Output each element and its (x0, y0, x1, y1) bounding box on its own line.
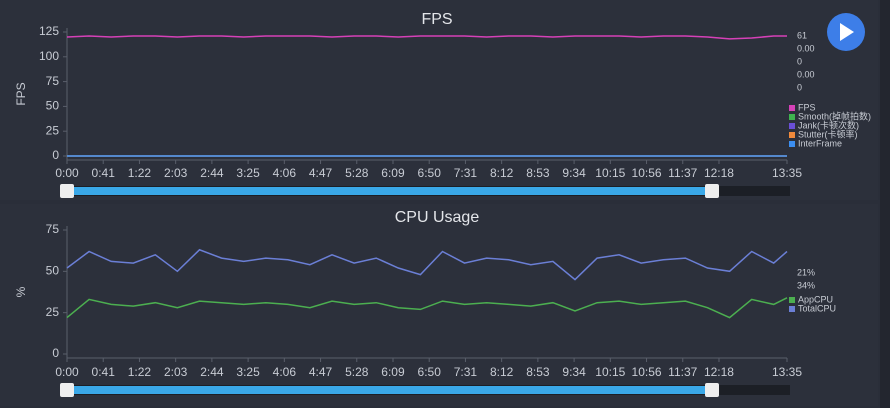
x-tick-label: 5:28 (345, 166, 369, 180)
cpu-slider[interactable] (60, 383, 790, 397)
chart-title: FPS (421, 11, 452, 28)
x-tick-label: 0:41 (92, 166, 116, 180)
legend-label: TotalCPU (798, 303, 836, 313)
slider-handle[interactable] (60, 184, 74, 198)
chart-title: CPU Usage (395, 209, 480, 226)
legend-label: Jank(卡顿次数) (798, 119, 859, 130)
play-button[interactable] (827, 13, 865, 51)
series-line (66, 35, 787, 40)
legend-label: Smooth(掉帧拍数) (798, 110, 871, 121)
y-tick-label: 0 (52, 346, 59, 360)
x-tick-label: 0:41 (92, 365, 116, 379)
x-tick-label: 10:15 (595, 166, 625, 180)
x-tick-label: 1:22 (128, 166, 152, 180)
fps-slider[interactable] (60, 184, 790, 198)
x-tick-label: 8:12 (490, 365, 514, 379)
current-value: 0.00 (797, 43, 815, 53)
slider-range[interactable] (68, 386, 712, 394)
x-tick-label: 1:22 (128, 365, 152, 379)
y-axis-label: FPS (14, 82, 28, 105)
x-tick-label: 10:56 (632, 166, 662, 180)
slider-handle[interactable] (60, 383, 74, 397)
current-value: 21% (797, 267, 815, 277)
y-tick-label: 25 (46, 305, 60, 319)
current-value: 0 (797, 56, 802, 66)
scrollbar (880, 0, 890, 408)
legend-label: Stutter(卡顿率) (798, 128, 858, 139)
x-tick-label: 7:31 (454, 166, 478, 180)
x-tick-label: 4:47 (309, 166, 333, 180)
x-tick-label: 8:53 (526, 166, 550, 180)
y-tick-label: 25 (46, 123, 60, 137)
y-tick-label: 50 (46, 264, 60, 278)
current-value: 0 (797, 82, 802, 92)
current-value: 34% (797, 280, 815, 290)
current-value: 61 (797, 30, 807, 40)
legend-swatch (789, 132, 795, 138)
x-tick-label: 0:00 (55, 166, 79, 180)
legend-swatch (789, 123, 795, 129)
x-tick-label: 6:09 (381, 166, 405, 180)
x-tick-label: 3:25 (236, 166, 260, 180)
x-tick-label: 13:35 (772, 166, 802, 180)
x-tick-label: 7:31 (454, 365, 478, 379)
y-tick-label: 125 (39, 24, 59, 38)
current-value: 0.00 (797, 69, 815, 79)
x-tick-label: 2:03 (164, 365, 188, 379)
y-tick-label: 50 (46, 99, 60, 113)
x-tick-label: 10:56 (632, 365, 662, 379)
slider-range[interactable] (68, 187, 712, 195)
x-tick-label: 9:34 (562, 166, 586, 180)
y-tick-label: 0 (52, 148, 59, 162)
x-tick-label: 12:18 (704, 166, 734, 180)
legend-swatch (789, 306, 795, 312)
slider-handle[interactable] (705, 184, 719, 198)
slider-handle[interactable] (705, 383, 719, 397)
x-tick-label: 2:44 (200, 365, 224, 379)
x-tick-label: 6:50 (418, 166, 442, 180)
x-tick-label: 4:06 (273, 365, 297, 379)
legend-swatch (789, 297, 795, 303)
y-tick-label: 75 (46, 222, 60, 236)
x-tick-label: 10:15 (595, 365, 625, 379)
y-tick-label: 75 (46, 74, 60, 88)
y-tick-label: 100 (39, 49, 59, 63)
series-line (66, 297, 788, 319)
legend-swatch (789, 141, 795, 147)
x-tick-label: 8:53 (526, 365, 550, 379)
x-tick-label: 12:18 (704, 365, 734, 379)
cpu-panel (0, 204, 878, 406)
x-tick-label: 6:09 (381, 365, 405, 379)
legend-label: AppCPU (798, 294, 833, 304)
legend-label: InterFrame (798, 138, 842, 148)
x-tick-label: 5:28 (345, 365, 369, 379)
x-tick-label: 3:25 (236, 365, 260, 379)
x-tick-label: 8:12 (490, 166, 514, 180)
x-tick-label: 2:44 (200, 166, 224, 180)
x-tick-label: 4:47 (309, 365, 333, 379)
x-tick-label: 4:06 (273, 166, 297, 180)
legend-swatch (789, 105, 795, 111)
series-line (66, 248, 788, 281)
x-tick-label: 13:35 (772, 365, 802, 379)
y-axis-label: % (14, 286, 28, 297)
legend-swatch (789, 114, 795, 120)
x-tick-label: 9:34 (562, 365, 586, 379)
x-tick-label: 11:37 (668, 365, 697, 379)
fps-panel (0, 0, 878, 200)
x-tick-label: 0:00 (55, 365, 79, 379)
play-icon (840, 23, 854, 41)
x-tick-label: 2:03 (164, 166, 188, 180)
x-tick-label: 6:50 (418, 365, 442, 379)
legend-label: FPS (798, 102, 816, 112)
x-tick-label: 11:37 (668, 166, 697, 180)
